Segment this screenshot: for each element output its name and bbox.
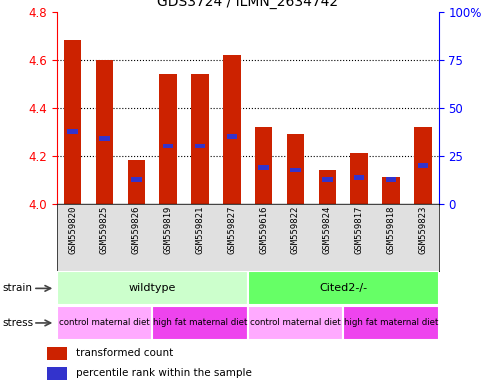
Bar xyxy=(223,55,241,204)
Bar xyxy=(68,129,78,134)
Text: GSM559822: GSM559822 xyxy=(291,205,300,254)
Bar xyxy=(128,161,145,204)
Text: GSM559825: GSM559825 xyxy=(100,205,109,254)
Text: high fat maternal diet: high fat maternal diet xyxy=(153,318,247,328)
Bar xyxy=(354,175,364,179)
Bar xyxy=(414,127,431,204)
Bar xyxy=(99,136,110,141)
Bar xyxy=(57,271,247,305)
Bar xyxy=(152,306,247,340)
Bar xyxy=(258,165,269,170)
Bar xyxy=(351,153,368,204)
Bar xyxy=(255,127,273,204)
Bar xyxy=(247,306,343,340)
Text: transformed count: transformed count xyxy=(76,348,173,358)
Text: control maternal diet: control maternal diet xyxy=(250,318,341,328)
Text: GSM559818: GSM559818 xyxy=(387,205,395,254)
Bar xyxy=(227,134,237,139)
Bar xyxy=(159,74,177,204)
Text: high fat maternal diet: high fat maternal diet xyxy=(344,318,438,328)
Bar xyxy=(418,163,428,167)
Bar xyxy=(191,74,209,204)
Bar xyxy=(343,306,439,340)
Bar xyxy=(290,167,301,172)
Bar xyxy=(47,367,67,380)
Text: strain: strain xyxy=(2,283,33,293)
Bar xyxy=(163,144,174,148)
Text: control maternal diet: control maternal diet xyxy=(59,318,150,328)
Bar xyxy=(287,134,304,204)
Text: GSM559817: GSM559817 xyxy=(354,205,364,254)
Text: stress: stress xyxy=(2,318,34,328)
Text: GSM559820: GSM559820 xyxy=(68,205,77,254)
Text: GSM559824: GSM559824 xyxy=(323,205,332,254)
Text: wildtype: wildtype xyxy=(129,283,176,293)
Text: Cited2-/-: Cited2-/- xyxy=(319,283,367,293)
Text: GSM559826: GSM559826 xyxy=(132,205,141,254)
Text: GSM559823: GSM559823 xyxy=(419,205,427,254)
Title: GDS3724 / ILMN_2634742: GDS3724 / ILMN_2634742 xyxy=(157,0,338,9)
Bar xyxy=(47,347,67,359)
Text: GSM559819: GSM559819 xyxy=(164,205,173,254)
Bar xyxy=(64,40,81,204)
Text: GSM559821: GSM559821 xyxy=(195,205,205,254)
Text: GSM559827: GSM559827 xyxy=(227,205,236,254)
Bar xyxy=(195,144,205,148)
Bar xyxy=(247,271,439,305)
Bar xyxy=(318,170,336,204)
Bar xyxy=(96,60,113,204)
Text: GSM559616: GSM559616 xyxy=(259,205,268,254)
Bar xyxy=(382,177,400,204)
Bar xyxy=(131,177,141,182)
Bar xyxy=(386,177,396,182)
Bar xyxy=(322,177,333,182)
Text: percentile rank within the sample: percentile rank within the sample xyxy=(76,368,251,379)
Bar xyxy=(57,306,152,340)
